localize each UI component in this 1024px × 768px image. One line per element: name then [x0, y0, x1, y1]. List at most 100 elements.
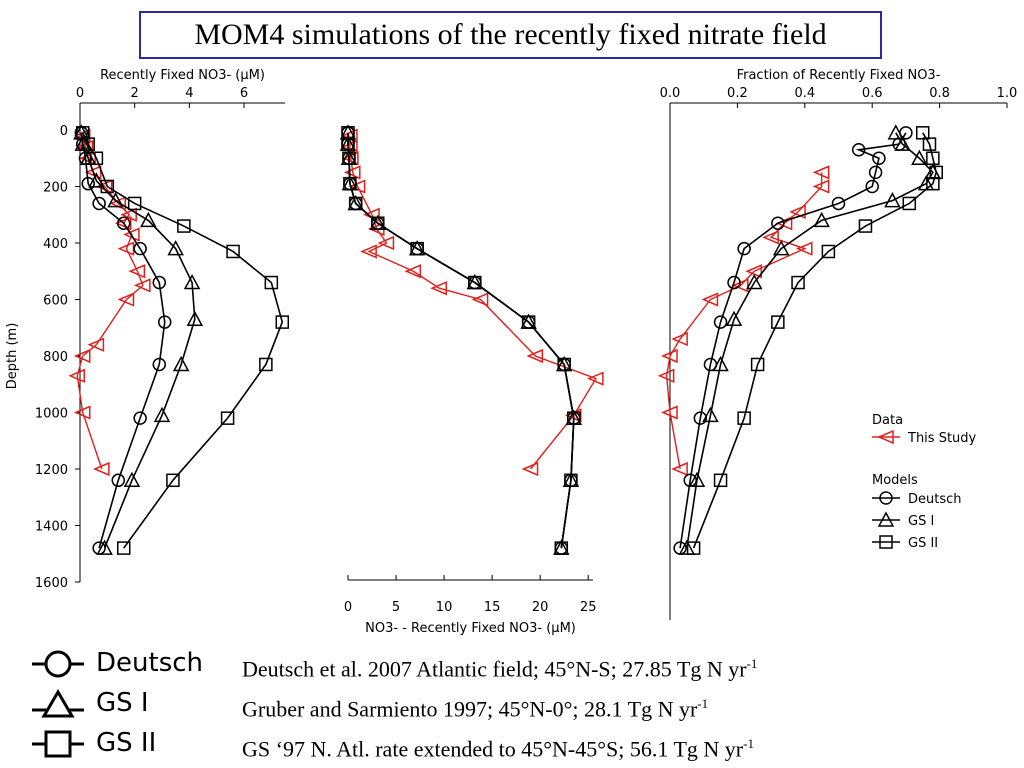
x-tick-label: 0.8 [929, 86, 950, 101]
series-line [679, 132, 907, 549]
x-tick-label: 20 [532, 600, 549, 615]
y-tick-label: 1600 [35, 576, 68, 591]
circle-marker [727, 275, 741, 290]
panel-right: 0.0 0.2 0.4 0.6 0.8 1.0 Fraction of Recently F… [660, 68, 1017, 620]
x-tick-label: 4 [185, 86, 193, 101]
x-tick-label: 6 [240, 86, 248, 101]
triangle-left-marker [661, 405, 678, 420]
square-marker [879, 535, 893, 549]
square-marker [264, 275, 279, 290]
series-line [347, 132, 575, 549]
circle-marker [771, 216, 785, 230]
triangle-marker [911, 149, 928, 165]
square-marker [926, 151, 940, 165]
circle-marker [92, 196, 106, 211]
triangle-marker [887, 124, 905, 140]
series-gs-ii [75, 126, 290, 555]
legend-model-label: Deutsch [908, 492, 962, 507]
triangle-marker [894, 135, 911, 151]
circle-marker [851, 143, 866, 157]
square-marker [557, 357, 571, 372]
y-tick-label: 600 [43, 294, 68, 309]
x-tick-label: 0.0 [660, 86, 681, 101]
series-line [80, 132, 196, 549]
series-this-study [341, 128, 604, 477]
legend-this-study: This Study [907, 431, 977, 446]
square-marker [220, 411, 235, 425]
square-marker [226, 244, 240, 259]
triangle-left-marker [73, 405, 91, 420]
triangle-left-marker [114, 216, 132, 231]
square-marker [81, 137, 95, 151]
panel-middle: 0 5 10 15 20 25 NO3- - Recently Fixed NO3- (μM… [344, 575, 597, 636]
triangle-left-marker [133, 278, 151, 293]
triangle-marker [96, 539, 113, 555]
series-line [686, 132, 934, 549]
y-tick-label: 0 [60, 124, 68, 139]
square-marker [342, 151, 356, 165]
series-gs-i [73, 124, 204, 555]
circle-marker [81, 176, 95, 191]
triangle-marker [813, 211, 830, 228]
triangle-marker [745, 273, 763, 290]
slide-title: MOM4 simulations of the recently fixed n… [139, 11, 882, 59]
y-axis-title: Depth (m) [5, 323, 20, 390]
depth-profile-charts: 0 2 4 6 Recently Fixed NO3- (μM) 0 5 10 15 20 25 NO… [5, 68, 1017, 636]
triangle-left-marker [671, 331, 688, 347]
triangle-left-marker [68, 368, 86, 383]
triangle-left-marker [657, 368, 675, 383]
x-axis-title: Recently Fixed NO3- (μM) [100, 68, 265, 83]
square-marker [858, 219, 873, 233]
triangle-marker [140, 211, 157, 228]
triangle-left-marker [73, 348, 91, 364]
triangle-marker [183, 273, 201, 290]
square-marker [166, 473, 180, 488]
x-tick-label: 25 [580, 600, 597, 615]
triangle-left-marker [79, 151, 96, 166]
series-deutsch [673, 126, 913, 555]
series-line [692, 132, 938, 549]
triangle-left-marker [343, 165, 361, 180]
triangle-left-marker [877, 429, 894, 445]
series-this-study [657, 165, 830, 477]
circle-marker [157, 315, 172, 329]
square-marker [127, 196, 142, 211]
triangle-left-marker [377, 235, 395, 251]
square-marker [341, 137, 355, 151]
x-tick-label: 5 [392, 600, 400, 615]
legend-model-label: GS I [908, 514, 934, 529]
square-marker [567, 411, 581, 425]
bottom-legend-row-gs1: GS I Gruber and Sarmiento 1997; 45°N-0°;… [0, 686, 1024, 722]
square-marker [371, 216, 385, 230]
triangle-left-marker [762, 230, 779, 245]
square-marker [554, 541, 569, 555]
circle-marker [152, 275, 167, 290]
x-tick-label: 15 [484, 600, 501, 615]
square-marker [116, 541, 131, 555]
square-marker [713, 473, 728, 488]
triangle-marker [123, 471, 141, 488]
circle-marker [111, 473, 126, 488]
triangle-marker [79, 149, 97, 165]
square-marker [791, 275, 805, 290]
triangle-left-marker [789, 204, 806, 220]
square-marker [468, 275, 482, 290]
square-marker [275, 315, 290, 329]
triangle-left-marker [526, 348, 544, 364]
triangle-left-marker [87, 337, 105, 352]
triangle-marker [725, 310, 743, 327]
series-gs-i [339, 124, 583, 555]
triangle-left-marker [812, 165, 830, 180]
x-tick-label: 2 [131, 86, 139, 101]
series-gs-i [678, 124, 942, 555]
y-tick-label: 200 [43, 181, 68, 196]
circle-marker [152, 357, 167, 372]
legend-models-title: Models [872, 473, 918, 488]
x-tick-label: 0.2 [727, 86, 748, 101]
triangle-left-marker [671, 461, 688, 477]
bottom-legend-row-deutsch: Deutsch Deutsch et al. 2007 Atlantic fie… [0, 646, 1024, 682]
x-axis-title: NO3- - Recently Fixed NO3- (μM) [365, 621, 576, 636]
series-deutsch [74, 126, 172, 555]
x-tick-label: 10 [436, 600, 453, 615]
y-tick-label: 1200 [35, 463, 68, 478]
